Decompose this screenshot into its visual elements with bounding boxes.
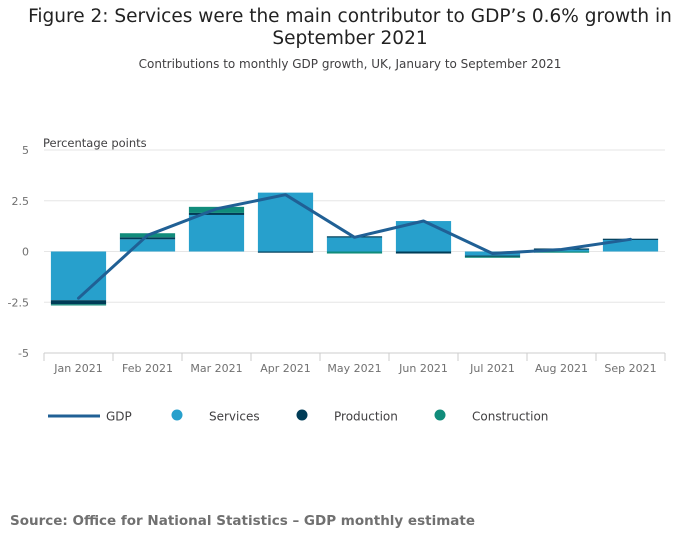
x-axis: Jan 2021 Feb 2021 Mar 2021 Apr 2021 May 2021… xyxy=(43,352,666,375)
y-axis: 5 2.5 0 -2.5 -5 xyxy=(8,144,29,360)
y-axis-label: Percentage points xyxy=(43,136,147,150)
gdp-line xyxy=(77,193,632,300)
bar-production xyxy=(119,237,176,240)
legend-label: GDP xyxy=(106,410,132,424)
x-tick-label: Sep 2021 xyxy=(604,362,656,375)
bar-services xyxy=(188,214,245,252)
x-tick-label: Mar 2021 xyxy=(190,362,242,375)
bar-production xyxy=(257,251,314,253)
gdp-line-group xyxy=(77,193,632,300)
x-tick-label: Jul 2021 xyxy=(469,362,515,375)
y-tick-label: 2.5 xyxy=(12,195,30,208)
source-note: Source: Office for National Statistics –… xyxy=(10,513,475,529)
bar-construction xyxy=(50,304,107,306)
x-tick-label: May 2021 xyxy=(327,362,381,375)
x-tick-label: Aug 2021 xyxy=(535,362,588,375)
x-tick-label: Feb 2021 xyxy=(122,362,173,375)
legend-swatch-construction xyxy=(434,409,446,421)
y-tick-label: -5 xyxy=(18,347,29,360)
x-tick-label: Jun 2021 xyxy=(398,362,448,375)
legend-swatch-production xyxy=(296,409,308,421)
legend-label: Construction xyxy=(472,410,548,424)
y-tick-label: 0 xyxy=(22,246,29,259)
bar-production xyxy=(395,251,452,254)
y-tick-label: -2.5 xyxy=(8,296,29,309)
x-tick-label: Jan 2021 xyxy=(53,362,102,375)
bar-production xyxy=(50,300,107,305)
legend: GDP Services Production Construction xyxy=(48,409,548,424)
bar-services xyxy=(257,192,314,252)
x-tick-label: Apr 2021 xyxy=(260,362,311,375)
legend-label: Production xyxy=(334,410,398,424)
bar-production xyxy=(464,255,521,257)
bar-construction xyxy=(533,251,590,253)
chart-title: Figure 2: Services were the main contrib… xyxy=(28,6,672,49)
chart-subtitle: Contributions to monthly GDP growth, UK,… xyxy=(138,57,562,71)
bar-services xyxy=(326,237,383,252)
bar-construction xyxy=(326,251,383,254)
legend-label: Services xyxy=(209,410,260,424)
bar-production xyxy=(188,212,245,215)
y-tick-label: 5 xyxy=(22,144,29,157)
bar-services xyxy=(50,251,107,301)
bar-services xyxy=(119,239,176,252)
legend-swatch-services xyxy=(171,409,183,421)
bar-construction xyxy=(464,256,521,258)
